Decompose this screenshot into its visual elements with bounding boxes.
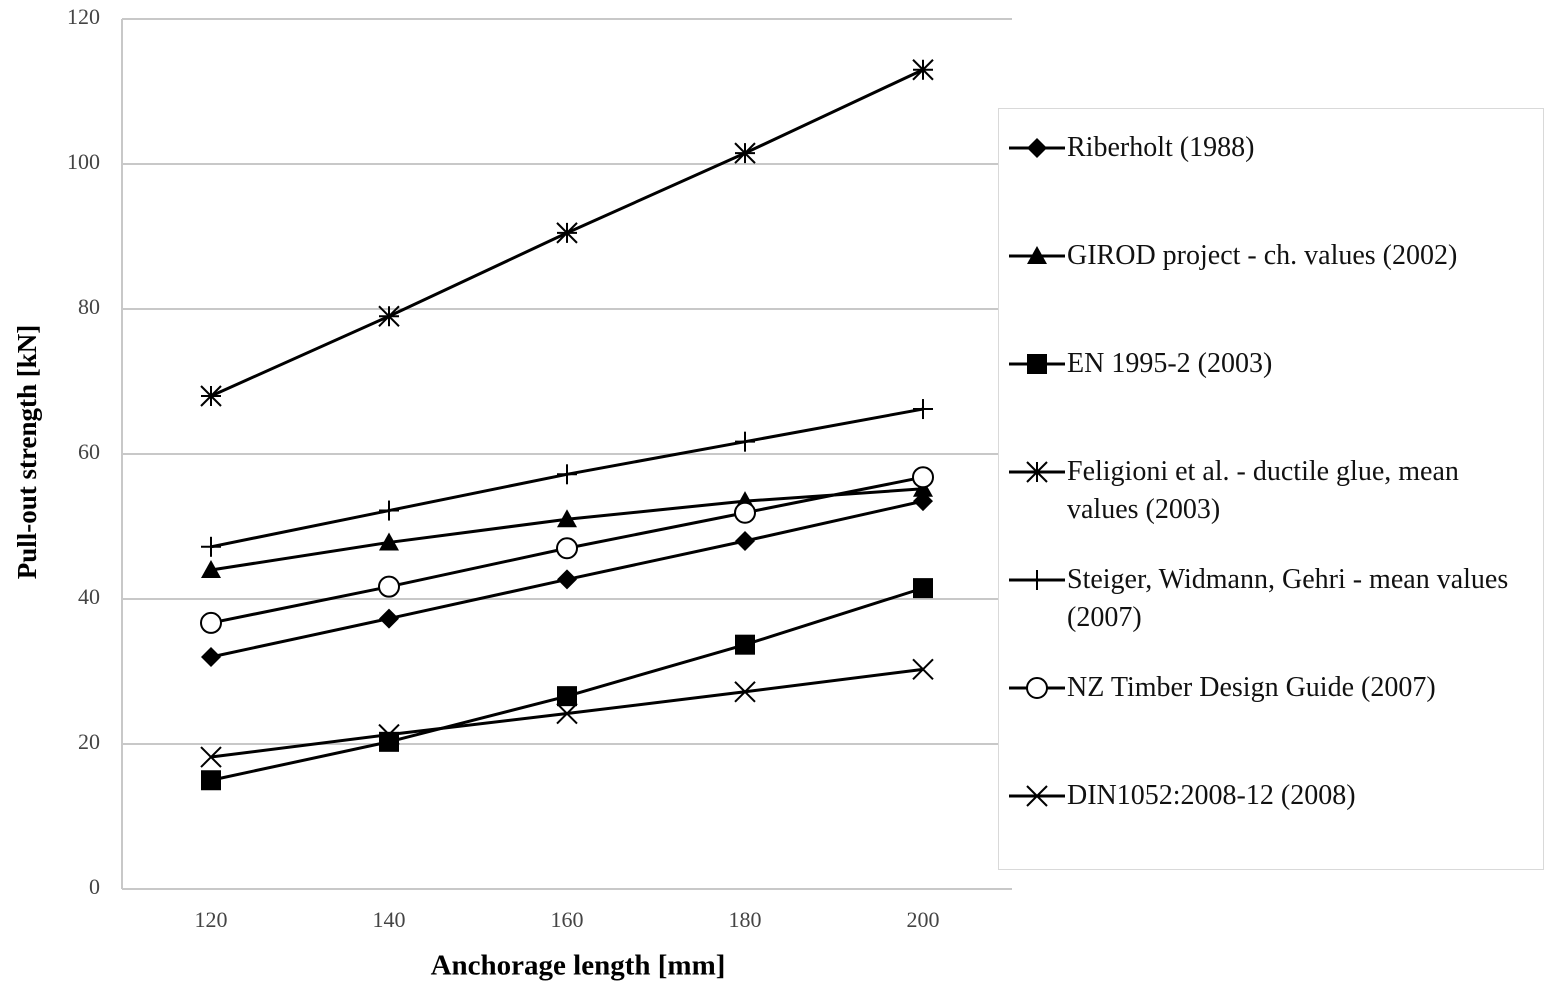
marker <box>913 467 933 487</box>
marker-shape <box>201 770 221 790</box>
marker <box>913 60 933 80</box>
marker-shape <box>379 609 399 629</box>
legend-label: NZ Timber Design Guide (2007) <box>1067 669 1537 707</box>
marker <box>201 770 221 790</box>
legend-label: Riberholt (1988) <box>1067 129 1537 167</box>
page: Anchorage length [mm] Pull-out strength … <box>0 0 1546 983</box>
legend: Riberholt (1988) GIROD project - ch. valu… <box>998 108 1544 870</box>
x-tick-label: 180 <box>729 907 762 932</box>
marker-shape <box>1027 138 1047 158</box>
marker-shape <box>1027 678 1047 698</box>
marker <box>1027 462 1047 482</box>
marker <box>201 613 221 633</box>
y-tick-label: 80 <box>78 294 100 319</box>
marker-shape <box>735 635 755 655</box>
marker <box>557 538 577 558</box>
marker-shape <box>557 569 577 589</box>
marker-shape <box>735 503 755 523</box>
legend-entry: GIROD project - ch. values (2002) <box>1007 237 1537 275</box>
marker <box>735 531 755 551</box>
legend-entry: Riberholt (1988) <box>1007 129 1537 167</box>
marker-shape <box>913 578 933 598</box>
marker <box>379 501 399 521</box>
marker-shape <box>557 538 577 558</box>
marker <box>201 647 221 667</box>
legend-entry: NZ Timber Design Guide (2007) <box>1007 669 1537 707</box>
legend-swatch <box>1007 133 1067 163</box>
y-tick-label: 0 <box>89 874 100 899</box>
marker <box>201 386 221 406</box>
y-tick-label: 20 <box>78 729 100 754</box>
marker-shape <box>201 613 221 633</box>
marker <box>735 143 755 163</box>
marker <box>557 223 577 243</box>
legend-swatch <box>1007 781 1067 811</box>
marker-shape <box>1027 354 1047 374</box>
marker <box>557 686 577 706</box>
legend-label: GIROD project - ch. values (2002) <box>1067 237 1537 275</box>
x-axis-title: Anchorage length [mm] <box>431 950 726 982</box>
marker <box>1027 678 1047 698</box>
marker-shape <box>735 531 755 551</box>
legend-swatch <box>1007 241 1067 271</box>
marker <box>735 432 755 452</box>
legend-entry: Steiger, Widmann, Gehri - mean values (2… <box>1007 561 1537 637</box>
y-tick-label: 60 <box>78 439 100 464</box>
marker <box>557 464 577 484</box>
marker <box>379 306 399 326</box>
legend-entry: EN 1995-2 (2003) <box>1007 345 1537 383</box>
legend-entry: Feligioni et al. - ductile glue, mean va… <box>1007 453 1537 529</box>
x-tick-label: 160 <box>551 907 584 932</box>
x-tick-label: 200 <box>907 907 940 932</box>
marker <box>379 609 399 629</box>
marker <box>1027 354 1047 374</box>
legend-swatch <box>1007 673 1067 703</box>
marker <box>379 577 399 597</box>
marker <box>1027 570 1047 590</box>
marker <box>557 569 577 589</box>
legend-swatch <box>1007 349 1067 379</box>
y-tick-label: 120 <box>67 4 100 29</box>
legend-label: DIN1052:2008-12 (2008) <box>1067 777 1537 815</box>
marker <box>913 399 933 419</box>
marker <box>735 503 755 523</box>
marker <box>735 635 755 655</box>
y-tick-label: 40 <box>78 584 100 609</box>
legend-label: EN 1995-2 (2003) <box>1067 345 1537 383</box>
x-tick-label: 120 <box>195 907 228 932</box>
legend-label: Feligioni et al. - ductile glue, mean va… <box>1067 453 1537 529</box>
y-tick-label: 100 <box>67 149 100 174</box>
legend-label: Steiger, Widmann, Gehri - mean values (2… <box>1067 561 1537 637</box>
marker-shape <box>557 686 577 706</box>
x-tick-label: 140 <box>373 907 406 932</box>
marker-shape <box>913 467 933 487</box>
marker-shape <box>201 647 221 667</box>
marker <box>201 537 221 557</box>
legend-entry: DIN1052:2008-12 (2008) <box>1007 777 1537 815</box>
legend-swatch <box>1007 457 1067 487</box>
marker-shape <box>379 577 399 597</box>
marker <box>913 578 933 598</box>
legend-swatch <box>1007 565 1067 595</box>
marker <box>1027 138 1047 158</box>
y-axis-title: Pull-out strength [kN] <box>12 325 42 580</box>
